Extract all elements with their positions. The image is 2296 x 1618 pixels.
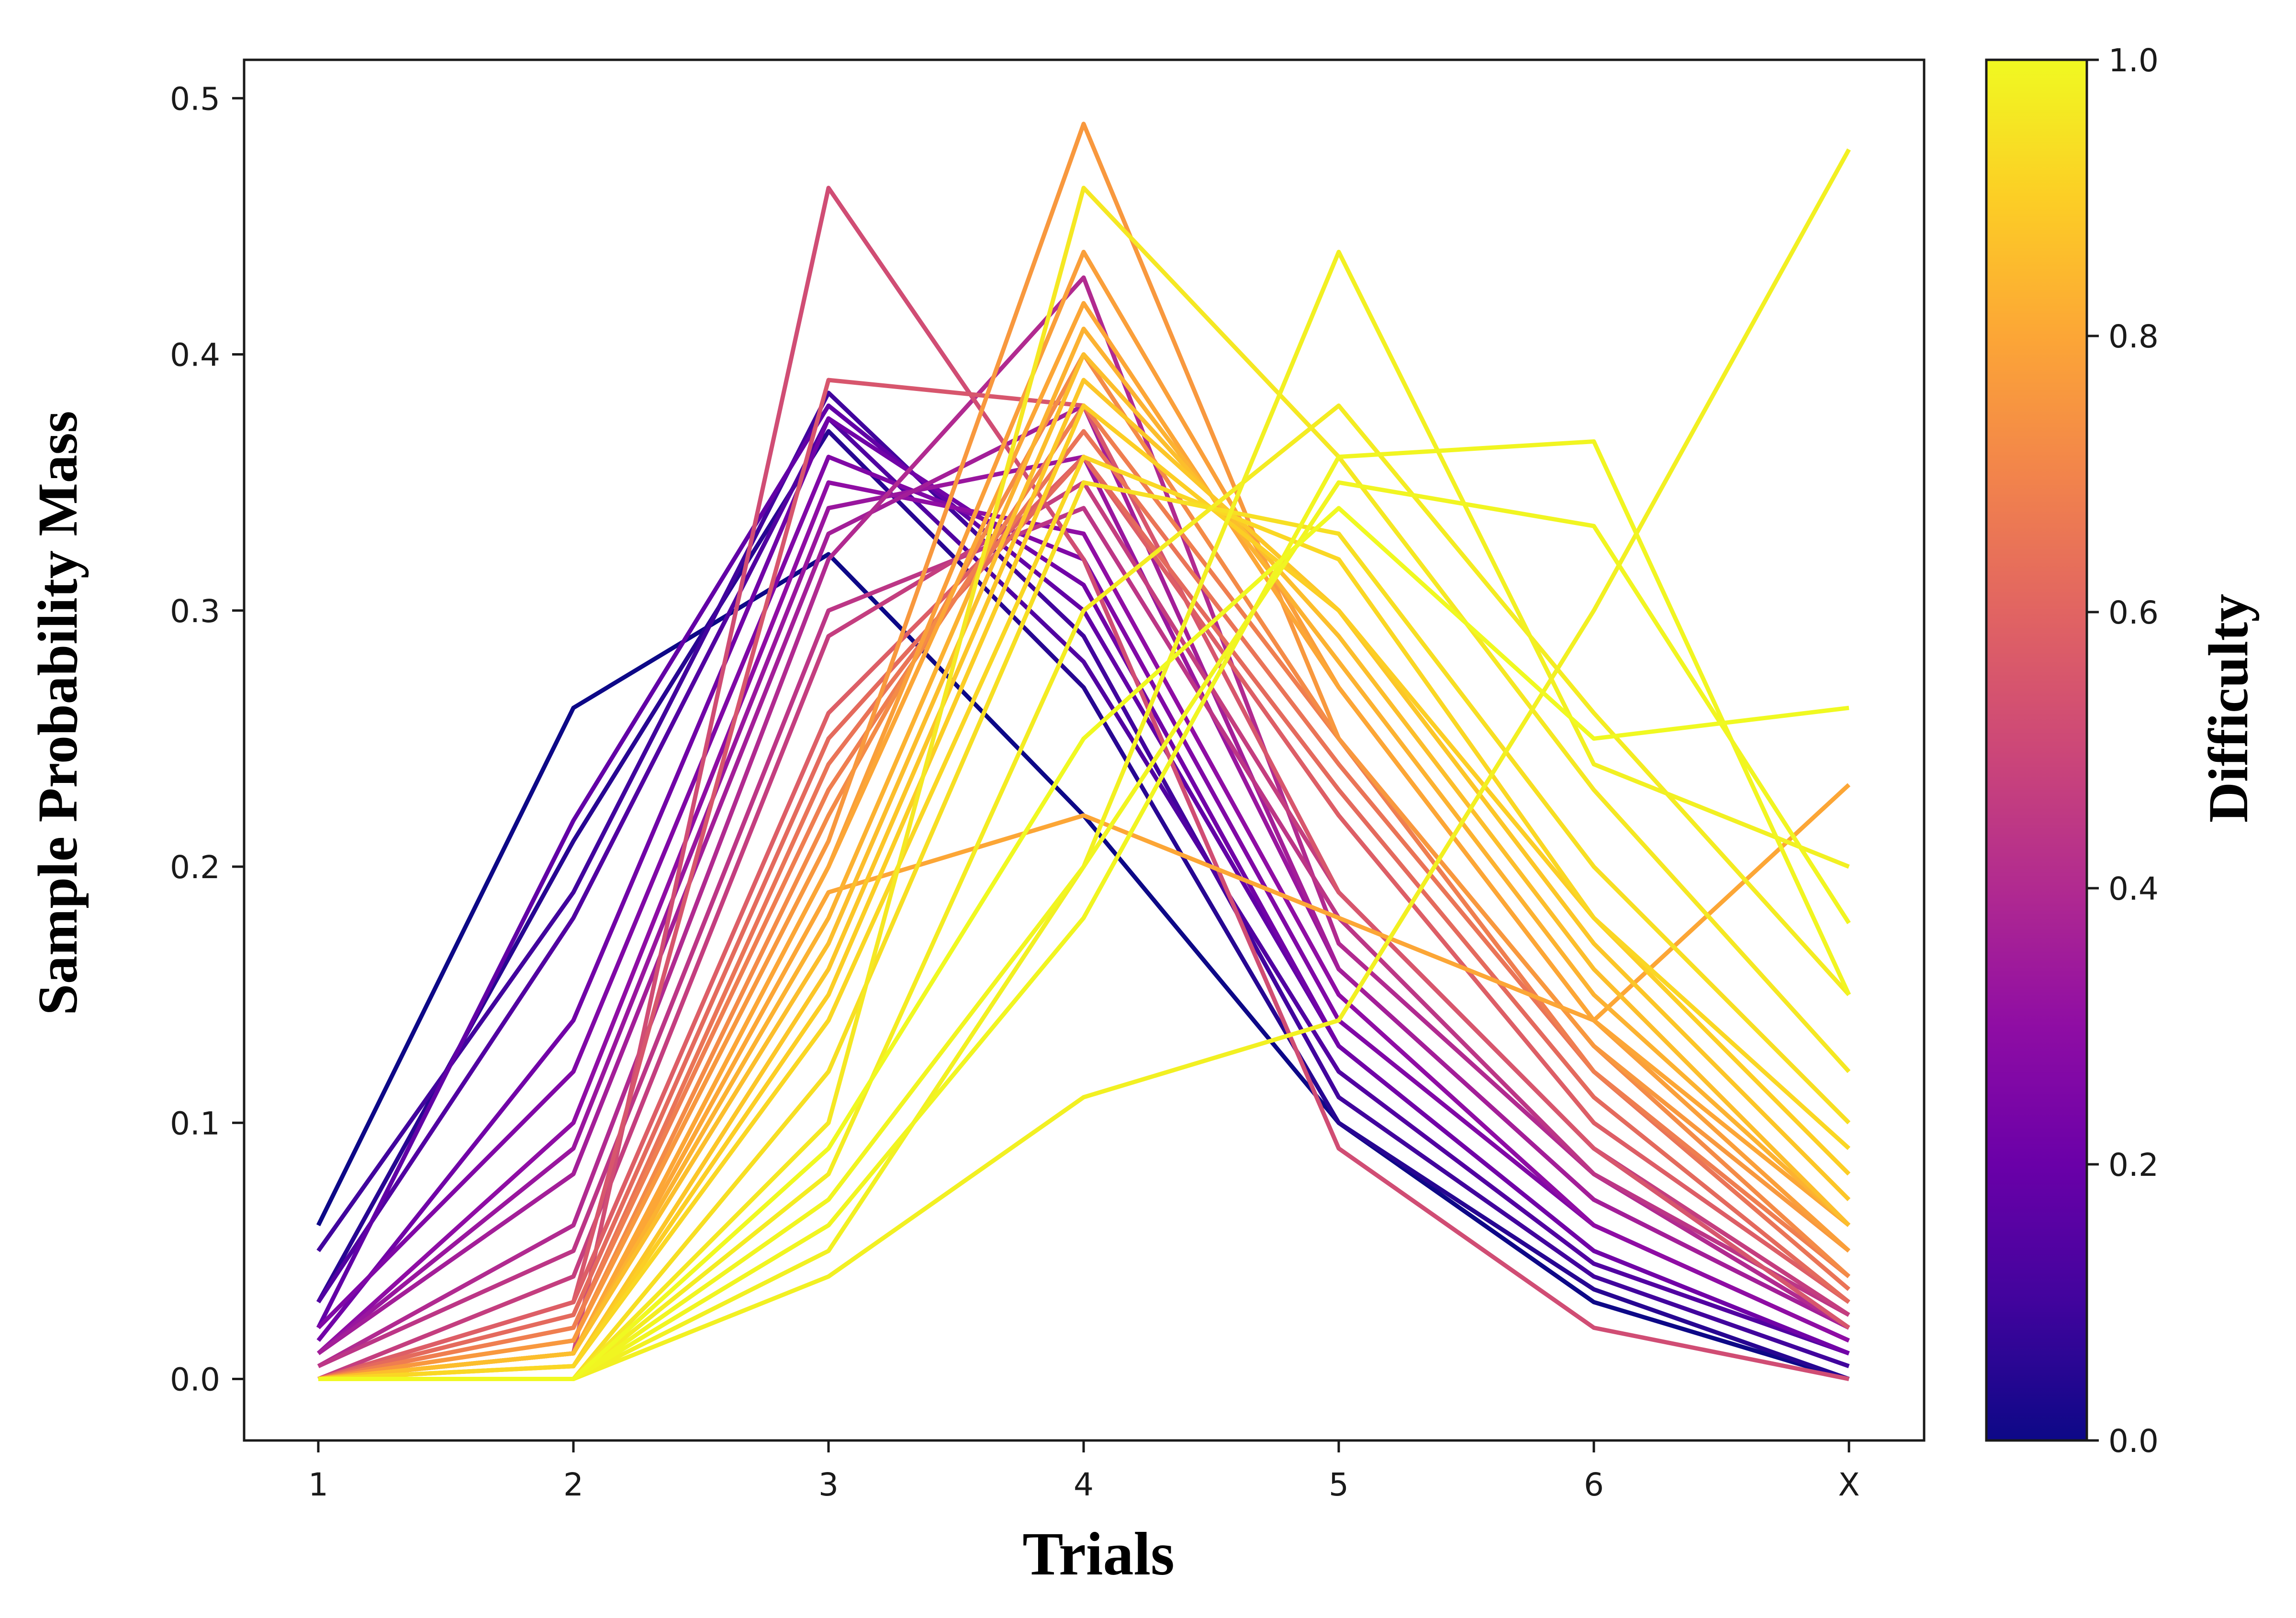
x-tick-label: 3 — [818, 1466, 839, 1503]
colorbar-tick-label: 0.6 — [2108, 594, 2159, 631]
series-line-2 — [316, 429, 1850, 1381]
series-line-29 — [318, 455, 1851, 1382]
y-axis-title: Sample Probability Mass — [26, 411, 89, 1015]
y-tick-label: 0.0 — [170, 1361, 220, 1398]
colorbar-tick-label: 0.8 — [2108, 318, 2159, 355]
y-tick-label: 0.1 — [170, 1105, 220, 1142]
series-line-3 — [316, 391, 1850, 1369]
series-layer — [316, 122, 1851, 1382]
x-tick-label: 2 — [563, 1466, 583, 1503]
y-tick-label: 0.3 — [170, 593, 220, 630]
x-axis-title: Trials — [1022, 1520, 1175, 1588]
series-line-37 — [318, 506, 1849, 1382]
x-tick-label: 4 — [1074, 1466, 1094, 1503]
x-tick-label: 6 — [1584, 1466, 1604, 1503]
colorbar-tick-label: 0.2 — [2108, 1147, 2159, 1183]
x-axis: 1 2 3 4 5 6 X — [308, 1440, 1860, 1503]
colorbar-tick-label: 0.4 — [2108, 870, 2159, 907]
y-tick-label: 0.5 — [170, 80, 220, 117]
x-tick-label: 5 — [1329, 1466, 1349, 1503]
series-line-8 — [316, 480, 1850, 1355]
colorbar-axis: 0.0 0.2 0.4 0.6 0.8 1.0 — [2087, 42, 2159, 1460]
series-line-6 — [316, 416, 1850, 1356]
colorbar — [1985, 58, 2088, 1442]
y-tick-label: 0.2 — [170, 849, 220, 886]
x-tick-label: 1 — [308, 1466, 328, 1503]
colorbar-tick-label: 0.0 — [2108, 1423, 2159, 1460]
series-line-21 — [318, 122, 1850, 1381]
series-line-12 — [317, 506, 1850, 1368]
series-line-4 — [316, 416, 1850, 1356]
colorbar-title: Difficulty — [2197, 594, 2260, 823]
series-line-26 — [318, 352, 1851, 1382]
colorbar-tick-label: 1.0 — [2108, 42, 2159, 79]
y-axis: 0.0 0.1 0.2 0.3 0.4 0.5 — [170, 80, 244, 1398]
y-tick-label: 0.4 — [170, 337, 220, 374]
x-tick-label: X — [1838, 1466, 1859, 1503]
